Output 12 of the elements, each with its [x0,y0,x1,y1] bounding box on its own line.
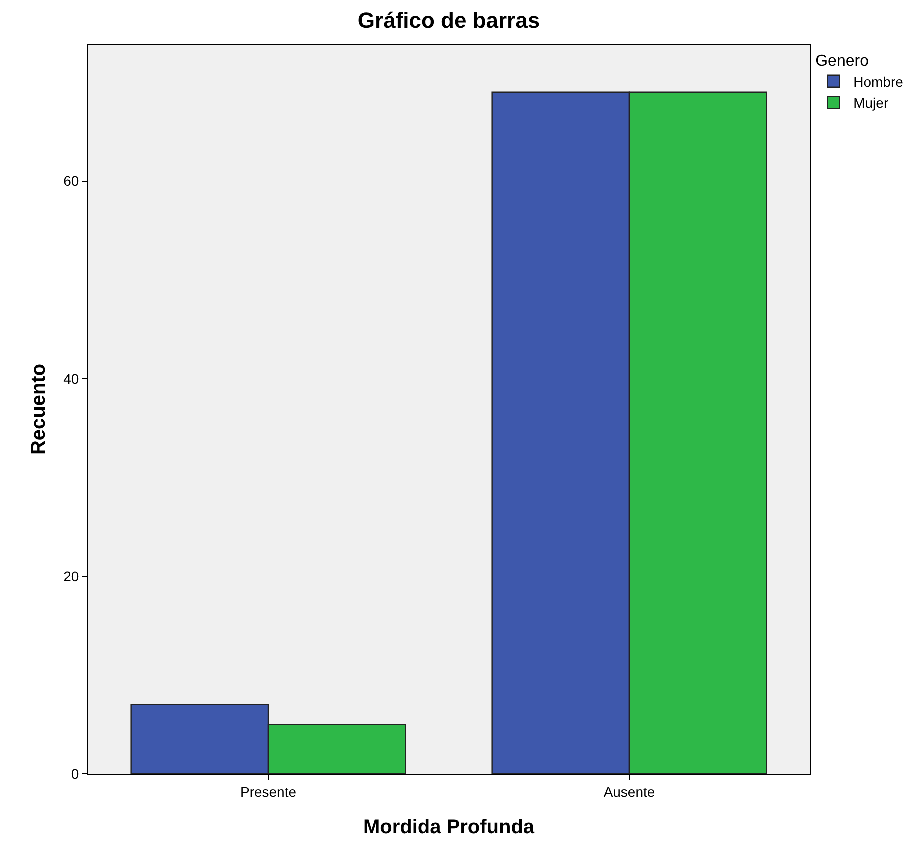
y-axis-title: Recuento [28,364,50,456]
y-tick-label: 0 [71,766,80,782]
x-axis-title: Mordida Profunda [363,816,536,838]
x-tick-label: Presente [240,784,297,800]
y-tick-label: 20 [64,568,80,584]
chart-title: Gráfico de barras [358,8,540,34]
legend-label: Hombre [854,74,904,90]
y-tick-label: 60 [64,173,80,190]
y-tick-label: 40 [64,370,80,387]
legend-label: Mujer [854,95,889,112]
legend-title: Genero [816,52,870,70]
x-tick-label: Ausente [604,784,656,800]
